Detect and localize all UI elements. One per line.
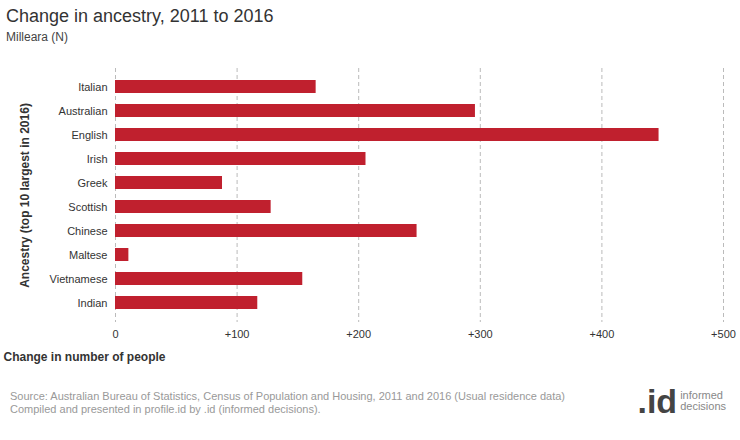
html-text:decisions: decisions xyxy=(680,400,726,412)
html-text:Change in ancestry, 2011 to 20: Change in ancestry, 2011 to 2016 xyxy=(6,6,274,26)
svg-text:Ancestry (top 10 largest in 20: Ancestry (top 10 largest in 2016) xyxy=(18,103,32,288)
html-text:Compiled and presented in prof: Compiled and presented in profile.id by … xyxy=(10,403,321,415)
svg-text:Irish: Irish xyxy=(87,153,108,165)
html-text:Milleara (N): Milleara (N) xyxy=(6,30,68,44)
svg-text:Vietnamese: Vietnamese xyxy=(50,273,108,285)
svg-text:Greek: Greek xyxy=(78,177,108,189)
svg-text:+200: +200 xyxy=(346,328,371,340)
svg-text:Maltese: Maltese xyxy=(69,249,108,261)
svg-text:Scottish: Scottish xyxy=(68,201,107,213)
svg-text:Italian: Italian xyxy=(78,81,107,93)
html-text:.id: .id xyxy=(637,382,678,420)
svg-text:Chinese: Chinese xyxy=(67,225,107,237)
svg-text:+300: +300 xyxy=(468,328,493,340)
svg-text:Indian: Indian xyxy=(78,297,108,309)
html-text:informed: informed xyxy=(680,389,723,401)
svg-text:+400: +400 xyxy=(590,328,615,340)
svg-text:Change in number of people: Change in number of people xyxy=(4,350,166,364)
svg-text:Australian: Australian xyxy=(59,105,108,117)
svg-text:English: English xyxy=(71,129,107,141)
svg-text:+100: +100 xyxy=(225,328,250,340)
svg-text:+500: +500 xyxy=(711,328,736,340)
html-text:Source: Australian Bureau of S: Source: Australian Bureau of Statistics,… xyxy=(10,390,565,402)
svg-text:0: 0 xyxy=(112,328,118,340)
